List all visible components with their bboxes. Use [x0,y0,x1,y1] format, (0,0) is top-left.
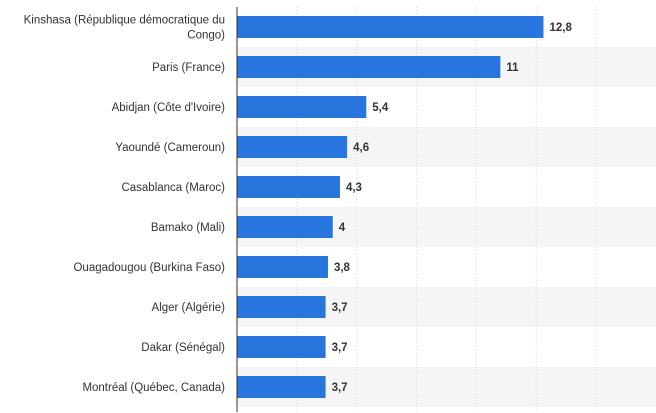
category-label: Montréal (Québec, Canada) [82,382,225,394]
category-label: Bamako (Mali) [151,222,225,234]
category-label: Dakar (Sénégal) [141,342,225,354]
category-label: Alger (Algérie) [152,302,226,314]
value-label: 4 [339,222,346,234]
bar [237,16,544,38]
value-labels: 12,8 11 5,4 4,6 4,3 4 3,8 3,7 3,7 3,7 [332,22,573,394]
category-label: Kinshasa (République démocratique du [24,15,225,27]
value-label: 3,8 [334,262,351,274]
bar [237,176,340,198]
bar [237,256,328,278]
value-label: 12,8 [549,22,572,34]
bar [237,376,326,398]
bars [237,16,544,398]
category-label: Ouagadougou (Burkina Faso) [73,262,225,274]
value-label: 4,6 [353,142,369,154]
bar [237,96,367,118]
category-label: Casablanca (Maroc) [121,182,225,194]
category-labels: Kinshasa (République démocratique du Cong… [24,15,226,395]
bar [237,56,501,78]
category-label: Yaoundé (Cameroun) [115,142,225,154]
value-label: 3,7 [332,382,348,394]
value-label: 3,7 [332,342,348,354]
category-label: Paris (France) [152,62,225,74]
bar [237,136,348,158]
value-label: 4,3 [346,182,362,194]
gridlines [296,7,597,410]
category-label: Abidjan (Côte d'Ivoire) [112,102,226,114]
bar [237,216,333,238]
value-label: 11 [506,62,519,74]
bar [237,296,326,318]
value-label: 5,4 [372,102,389,114]
category-label: Congo) [187,30,225,42]
value-label: 3,7 [332,302,348,314]
bar [237,336,326,358]
